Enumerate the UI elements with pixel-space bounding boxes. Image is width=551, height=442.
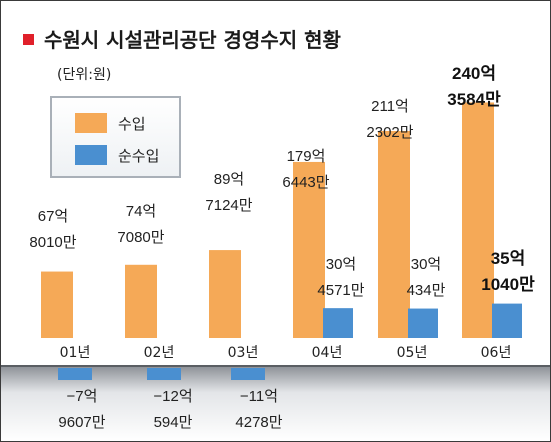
legend-item-income: 수입 [75,113,146,133]
bar-income-3 [209,250,241,338]
category-label: 02년 [144,345,175,361]
income-value-label: 89억 [214,171,245,188]
net-value-label: 35억 [491,249,526,268]
title-marker [23,34,34,45]
legend-swatch-net-income [75,145,107,165]
income-value-label: 7080만 [117,229,164,246]
bar-net-3 [231,368,265,380]
bar-net-5 [408,308,438,338]
bar-income-4 [293,161,325,338]
bar-income-5 [378,130,410,338]
negative-area-band [1,366,550,441]
bar-income-2 [125,264,157,338]
net-value-label: −7억 [67,388,98,405]
legend-item-net-income: 순수입 [75,145,159,165]
unit-label: (단위:원) [57,67,111,83]
income-value-label: 6443만 [282,174,329,191]
category-label: 06년 [481,345,512,361]
net-value-label: 594만 [154,414,193,431]
income-value-label: 8010만 [29,234,76,251]
net-value-label: 434만 [407,282,446,299]
income-value-label: 7124만 [205,197,252,214]
net-value-label: −12억 [153,388,192,405]
legend-label-income: 수입 [118,115,146,133]
chart-title: 수원시 시설관리공단 경영수지 현황 [44,28,341,52]
category-label: 03년 [228,345,259,361]
net-value-label: 30억 [411,256,442,273]
legend: 수입 순수입 [50,96,181,178]
chart-marks: 01년 02년 03년 04년 05년 06년 67억 8010만 74억 7080만 89억 712… [29,64,535,431]
legend-swatch-income [75,113,107,133]
bar-net-2 [147,368,181,380]
income-value-label: 211억 [371,98,409,115]
income-value-label: 2302만 [366,124,413,141]
net-value-label: 1040만 [481,275,535,294]
category-label: 05년 [397,345,428,361]
net-value-label: 4278만 [235,414,282,431]
bar-net-1 [58,368,92,380]
bar-income-6 [462,102,494,339]
bar-income-1 [41,271,73,338]
category-label: 04년 [312,345,343,361]
income-value-label: 3584만 [447,90,501,109]
income-value-label: 240억 [452,64,496,83]
net-value-label: 30억 [326,256,357,273]
legend-label-net-income: 순수입 [118,147,159,165]
net-value-label: −11억 [240,388,278,405]
net-value-label: 9607만 [58,414,105,431]
category-label: 01년 [60,345,91,361]
bar-net-6 [492,303,522,338]
bar-net-4 [323,308,353,338]
income-value-label: 74억 [126,203,157,220]
income-value-label: 67억 [38,208,69,225]
net-value-label: 4571만 [317,282,364,299]
legend-box [50,96,181,178]
income-value-label: 179억 [287,148,326,165]
